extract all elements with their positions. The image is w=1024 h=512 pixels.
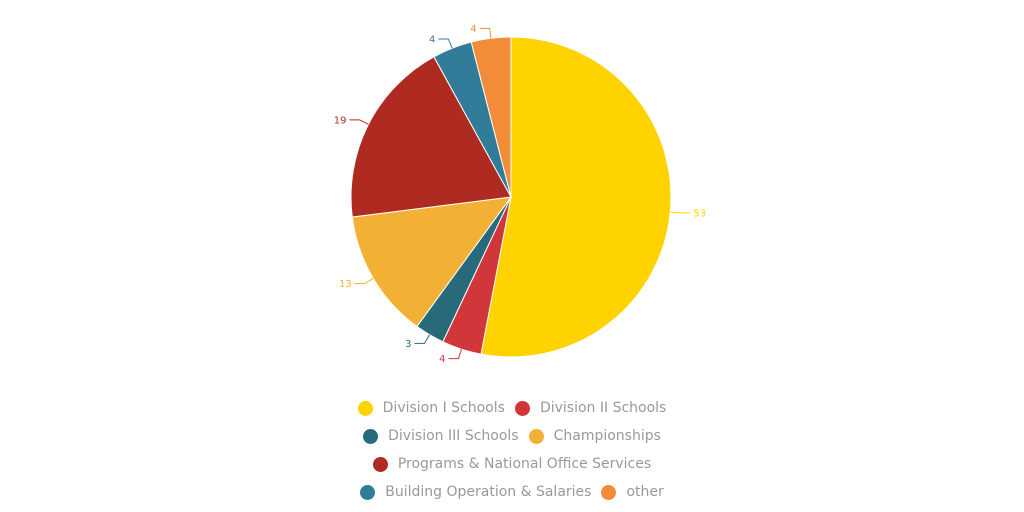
legend-item-other[interactable]: other [601, 484, 664, 500]
pie-slice-division-i-schools[interactable] [480, 36, 672, 358]
legend-row: Programs & National Office Services [0, 450, 1024, 478]
data-label: 3 [405, 339, 411, 350]
data-label: 13 [339, 279, 352, 290]
data-label-connector [448, 349, 463, 360]
legend-item-division-ii-schools[interactable]: Division II Schools [514, 400, 667, 416]
legend-dot-icon [360, 484, 376, 500]
data-label: 53 [693, 208, 706, 219]
data-label-connector [670, 211, 691, 214]
legend-dot-icon [514, 400, 530, 416]
legend-label: Building Operation & Salaries [385, 484, 592, 500]
data-label: 19 [334, 115, 347, 126]
pie-chart: 53 4 3 13 19 4 4 [334, 24, 706, 365]
pie-slice-championships[interactable] [351, 196, 513, 328]
legend-dot-icon [528, 428, 544, 444]
legend-dot-icon [357, 400, 373, 416]
data-label-connector [354, 278, 374, 285]
data-label: 4 [429, 34, 435, 45]
legend-label: Programs & National Office Services [397, 456, 652, 472]
legend-label: other [626, 484, 664, 500]
data-label-connector [479, 27, 492, 39]
legend-label: Division III Schools [388, 428, 519, 444]
legend-item-division-i-schools[interactable]: Division I Schools [357, 400, 505, 416]
pie-slice-other[interactable] [470, 36, 512, 198]
data-label-connector [438, 38, 453, 49]
legend-item-building-operation-salaries[interactable]: Building Operation & Salaries [360, 484, 591, 500]
legend-item-division-iii-schools[interactable]: Division III Schools [363, 428, 519, 444]
legend-row: Division I Schools Division II Schools [0, 394, 1024, 422]
legend-label: Championships [553, 428, 661, 444]
legend-dot-icon [601, 484, 617, 500]
legend-row: Division III Schools Championships [0, 422, 1024, 450]
chart-legend: Division I Schools Division II Schools Div… [0, 394, 1024, 506]
legend-item-programs-national-office-services[interactable]: Programs & National Office Services [372, 456, 652, 472]
data-label-connector [349, 119, 369, 125]
pie-slice-programs-national-office-services[interactable] [350, 56, 512, 218]
legend-dot-icon [372, 456, 388, 472]
legend-dot-icon [363, 428, 379, 444]
legend-item-championships[interactable]: Championships [528, 428, 661, 444]
legend-label: Division II Schools [539, 400, 667, 416]
legend-label: Division I Schools [382, 400, 505, 416]
data-label: 4 [439, 354, 445, 365]
data-label-connector [414, 334, 430, 344]
data-label: 4 [470, 24, 476, 35]
legend-row: Building Operation & Salaries other [0, 478, 1024, 506]
